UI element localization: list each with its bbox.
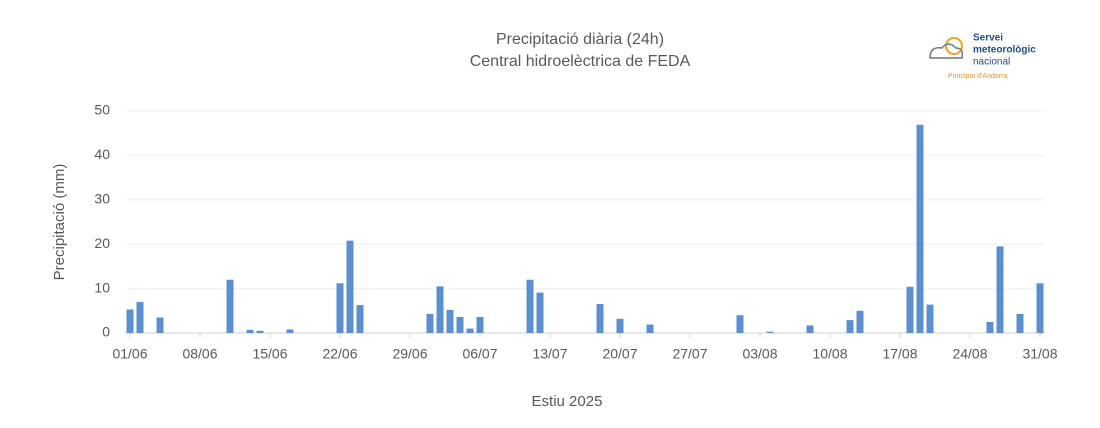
bar bbox=[1036, 283, 1044, 333]
y-tick-label: 30 bbox=[94, 191, 110, 207]
bar bbox=[916, 124, 924, 333]
logo-sun bbox=[945, 37, 963, 55]
bar bbox=[736, 315, 744, 333]
x-axis-label: Estiu 2025 bbox=[532, 393, 603, 410]
logo-cloud bbox=[929, 43, 964, 59]
y-axis-label: Precipitació (mm) bbox=[51, 164, 68, 281]
bar bbox=[246, 329, 254, 333]
bar bbox=[536, 292, 544, 333]
bar bbox=[596, 304, 604, 333]
bar bbox=[126, 309, 134, 333]
bar bbox=[156, 317, 164, 333]
y-tick-label: 20 bbox=[94, 235, 110, 251]
bar bbox=[646, 324, 654, 333]
y-tick-label: 50 bbox=[94, 102, 110, 118]
bar bbox=[256, 330, 264, 333]
bar bbox=[906, 286, 914, 333]
bar bbox=[446, 309, 454, 333]
bar bbox=[856, 310, 864, 333]
x-tick-label: 24/08 bbox=[952, 346, 987, 362]
bar bbox=[346, 240, 354, 333]
bar bbox=[926, 304, 934, 333]
bar bbox=[476, 317, 484, 333]
chart-title: Precipitació diària (24h) bbox=[496, 31, 664, 48]
x-tick-label: 03/08 bbox=[742, 346, 777, 362]
bar bbox=[1016, 313, 1024, 333]
y-tick-label: 0 bbox=[102, 324, 110, 340]
bar bbox=[846, 320, 854, 333]
x-tick-label: 15/06 bbox=[252, 346, 287, 362]
bar bbox=[336, 283, 344, 333]
x-tick-label: 20/07 bbox=[602, 346, 637, 362]
x-tick-label: 22/06 bbox=[322, 346, 357, 362]
bar bbox=[356, 305, 364, 333]
logo-text: Servei bbox=[973, 33, 1003, 44]
logo: Servei meteorològic nacional Principat d… bbox=[929, 33, 1036, 80]
x-tick-label: 08/06 bbox=[182, 346, 217, 362]
x-tick-label: 31/08 bbox=[1022, 346, 1057, 362]
chart-subtitle: Central hidroelèctrica de FEDA bbox=[470, 53, 691, 70]
bar bbox=[456, 317, 464, 333]
x-tick-label: 29/06 bbox=[392, 346, 427, 362]
y-tick-label: 10 bbox=[94, 279, 110, 295]
bar bbox=[766, 331, 774, 333]
bar bbox=[436, 286, 444, 333]
x-tick-label: 13/07 bbox=[532, 346, 567, 362]
logo-text: Principat d'Andorra bbox=[948, 73, 1007, 80]
bar bbox=[136, 301, 144, 333]
bar bbox=[806, 325, 814, 333]
bar bbox=[426, 313, 434, 333]
x-tick-label: 06/07 bbox=[462, 346, 497, 362]
bar bbox=[466, 328, 474, 333]
x-tick-label: 10/08 bbox=[812, 346, 847, 362]
x-tick-label: 01/06 bbox=[112, 346, 147, 362]
logo-text: meteorològic bbox=[973, 45, 1036, 56]
x-tick-label: 27/07 bbox=[672, 346, 707, 362]
y-tick-label: 40 bbox=[94, 146, 110, 162]
bar bbox=[286, 329, 294, 333]
bar bbox=[226, 279, 234, 333]
bar bbox=[996, 246, 1004, 333]
bar bbox=[616, 318, 624, 333]
bar bbox=[526, 279, 534, 333]
logo-text: nacional bbox=[973, 57, 1010, 68]
x-tick-label: 17/08 bbox=[882, 346, 917, 362]
bar bbox=[986, 321, 994, 333]
